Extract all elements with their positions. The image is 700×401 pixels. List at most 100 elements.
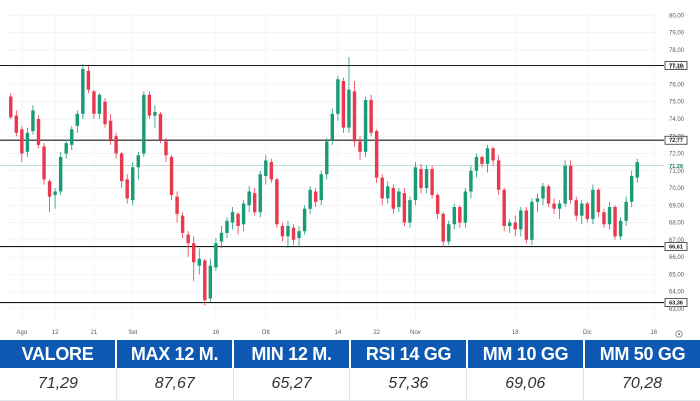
- candles-layer: [9, 56, 639, 306]
- candle-up: [214, 243, 218, 268]
- candle-down: [369, 100, 373, 133]
- y-tick-label: 73,00: [669, 134, 685, 140]
- candle-up: [469, 170, 473, 192]
- stats-value-rsi-14gg: 57,36: [350, 368, 468, 400]
- stats-header-mm-10gg: MM 10 GG: [468, 340, 585, 368]
- candle-down: [546, 186, 551, 204]
- candle-up: [225, 220, 229, 233]
- candle-up: [53, 191, 57, 195]
- level-label: 66,61: [669, 245, 683, 251]
- candle-up: [363, 100, 368, 152]
- candle-down: [275, 179, 279, 225]
- candle-up: [219, 232, 224, 242]
- candle-down: [158, 113, 163, 140]
- candle-down: [430, 169, 434, 195]
- candle-down: [502, 189, 506, 226]
- x-tick-label: Ago: [17, 330, 28, 336]
- y-tick-label: 71,00: [669, 169, 685, 175]
- candle-up: [485, 148, 490, 164]
- y-tick-label: 68,00: [669, 221, 685, 227]
- candle-up: [618, 220, 623, 237]
- candle-down: [9, 96, 13, 118]
- candle-down: [108, 120, 113, 140]
- candle-up: [580, 203, 584, 216]
- candle-up: [386, 186, 390, 199]
- candle-up: [530, 201, 534, 240]
- candle-down: [280, 225, 285, 237]
- y-tick-label: 65,00: [669, 272, 685, 278]
- candle-down: [169, 156, 174, 195]
- x-tick-label: 18: [512, 330, 519, 336]
- candle-up: [330, 113, 335, 140]
- candle-down: [552, 203, 556, 209]
- candle-down: [86, 70, 91, 90]
- y-tick-label: 63,00: [669, 307, 685, 313]
- level-label-box: [664, 61, 688, 70]
- candle-down: [613, 207, 617, 237]
- candle-down: [119, 153, 124, 182]
- x-tick-label: 16: [213, 330, 220, 336]
- candle-down: [313, 191, 318, 202]
- candle-down: [36, 118, 41, 145]
- candle-up: [463, 191, 468, 223]
- candle-up: [308, 189, 312, 209]
- candle-up: [563, 165, 567, 204]
- candle-down: [602, 212, 606, 225]
- y-tick-label: 72,00: [669, 152, 685, 158]
- candle-up: [70, 129, 74, 145]
- stats-header-mm-50gg: MM 50 GG: [585, 340, 700, 368]
- candle-down: [568, 165, 573, 201]
- candle-down: [114, 136, 118, 154]
- x-tick-label: 22: [373, 330, 380, 336]
- candle-down: [524, 210, 529, 240]
- candle-down: [596, 189, 601, 213]
- x-tick-label: Dic: [583, 330, 592, 336]
- settings-icon[interactable]: [675, 330, 683, 338]
- candle-up: [208, 265, 213, 299]
- level-label: 77,10: [669, 63, 683, 69]
- candle-up: [535, 198, 540, 202]
- x-tick-label: Ott: [262, 330, 270, 336]
- candle-down: [574, 200, 578, 216]
- candle-down: [513, 222, 517, 230]
- y-tick-label: 80,00: [669, 13, 685, 19]
- y-tick-label: 74,00: [669, 117, 685, 123]
- candle-down: [496, 160, 501, 190]
- candle-up: [508, 222, 512, 226]
- candle-up: [25, 132, 30, 152]
- candle-up: [519, 210, 523, 230]
- y-tick-label: 79,00: [669, 31, 685, 37]
- stats-header-row: VALORE MAX 12 M. MIN 12 M. RSI 14 GG MM …: [0, 340, 700, 368]
- candle-down: [419, 169, 423, 189]
- candle-down: [42, 146, 46, 180]
- candle-up: [197, 258, 201, 266]
- candle-down: [180, 215, 185, 233]
- candle-down: [175, 196, 179, 214]
- x-tick-label: 16: [651, 330, 658, 336]
- candle-up: [258, 174, 262, 213]
- y-tick-label: 69,00: [669, 203, 685, 209]
- candle-down: [391, 188, 396, 209]
- candle-down: [352, 91, 357, 142]
- candle-up: [624, 201, 628, 221]
- candle-down: [291, 227, 296, 240]
- candle-down: [47, 181, 52, 197]
- level-label: 72,77: [669, 138, 683, 144]
- stats-value-mm-50gg: 70,28: [622, 375, 663, 392]
- candle-up: [325, 141, 329, 175]
- candle-up: [97, 94, 102, 114]
- y-tick-label: 66,00: [669, 255, 685, 261]
- level-label-box: [664, 242, 688, 251]
- candle-up: [81, 68, 85, 114]
- candle-up: [541, 186, 545, 199]
- stats-table: VALORE MAX 12 M. MIN 12 M. RSI 14 GG MM …: [0, 340, 700, 401]
- candle-up: [424, 169, 429, 189]
- y-axis: 63,00 64,00 65,00 66,00 67,00 68,00 69,00 70,00…: [669, 13, 685, 312]
- candle-down: [147, 94, 152, 116]
- candle-down: [125, 179, 129, 199]
- candle-up: [607, 207, 612, 225]
- candle-down: [441, 213, 445, 242]
- candle-up: [413, 167, 418, 201]
- candle-up: [408, 200, 412, 223]
- candle-up: [635, 162, 639, 178]
